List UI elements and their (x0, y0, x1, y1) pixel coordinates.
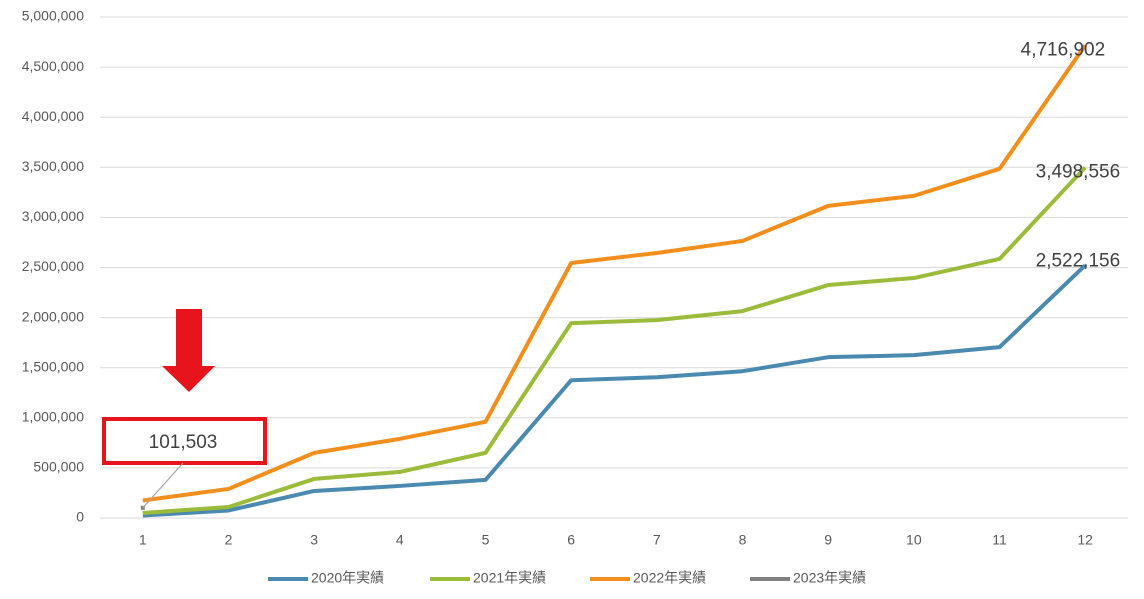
y-tick-label: 3,500,000 (22, 158, 84, 174)
highlight-box (102, 417, 267, 465)
x-tick-label: 11 (992, 532, 1007, 548)
line-series (142, 44, 1087, 503)
y-tick-label: 5,000,000 (22, 8, 84, 24)
x-tick-label: 5 (482, 532, 490, 548)
x-tick-label: 2 (225, 532, 233, 548)
line-series (142, 166, 1087, 515)
y-tick-label: 3,000,000 (22, 208, 84, 224)
y-tick-label: 500,000 (33, 459, 84, 475)
x-tick-label: 12 (1077, 532, 1093, 548)
x-tick-label: 9 (824, 532, 832, 548)
x-tick-label: 3 (310, 532, 318, 548)
arrow (162, 309, 215, 392)
data-label: 3,498,556 (1036, 161, 1121, 182)
x-tick-label: 10 (906, 532, 922, 548)
y-tick-label: 1,000,000 (22, 409, 84, 425)
y-tick-label: 1,500,000 (22, 358, 84, 374)
y-tick-label: 4,000,000 (22, 108, 84, 124)
legend-label: 2021年実績 (473, 570, 546, 586)
grid (100, 16, 1128, 519)
y-tick-label: 4,500,000 (22, 58, 84, 74)
y-tick-label: 2,500,000 (22, 258, 84, 274)
line-series (142, 263, 1087, 518)
x-tick-label: 1 (139, 532, 147, 548)
x-tick-label: 7 (653, 532, 661, 548)
x-tick-label: 6 (567, 532, 575, 548)
data-label: 4,716,902 (1021, 39, 1106, 60)
data-label: 2,522,156 (1036, 250, 1121, 271)
y-tick-label: 2,000,000 (22, 308, 84, 324)
x-tick-label: 4 (396, 532, 404, 548)
legend-label: 2020年実績 (311, 570, 384, 586)
legend-label: 2022年実績 (633, 570, 706, 586)
leader-line (142, 462, 184, 509)
legend-label: 2023年実績 (793, 570, 866, 586)
y-tick-label: 0 (76, 509, 84, 525)
x-tick-label: 8 (739, 532, 747, 548)
data-label: 101,503 (149, 432, 218, 453)
